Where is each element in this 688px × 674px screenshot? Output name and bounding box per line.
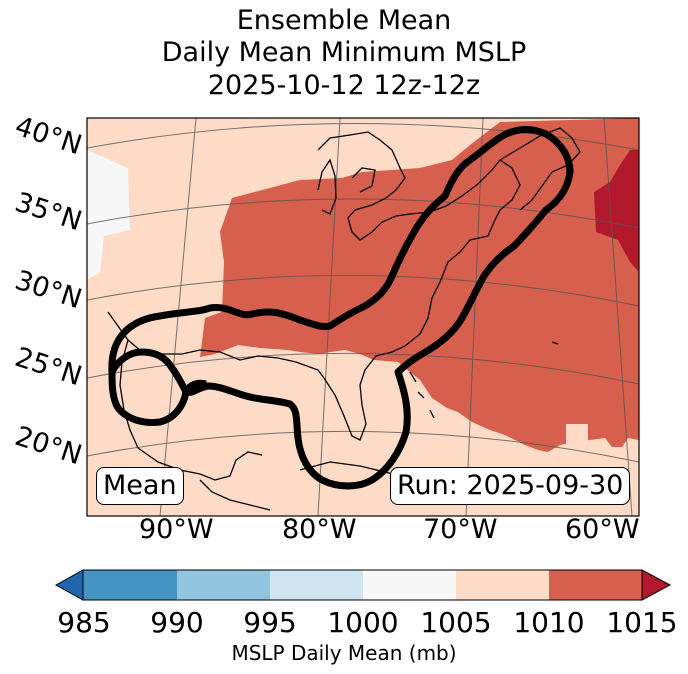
coastlines <box>107 127 581 511</box>
pressure-field-1000-1005 <box>87 150 130 280</box>
lon-label-70w: 70°W <box>423 514 498 545</box>
colorbar-tick-1000: 1000 <box>327 606 399 639</box>
colorbar-label: MSLP Daily Mean (mb) <box>231 641 457 665</box>
graticule <box>87 118 639 516</box>
lake-huron <box>351 167 376 193</box>
pressure-field-over-1015 <box>594 150 639 272</box>
colorbar-bin-990-995 <box>177 570 270 600</box>
probability-contour <box>108 126 574 490</box>
colorbar-tick-1015: 1015 <box>606 606 678 639</box>
parallel-35n <box>87 198 639 229</box>
lon-label-90w: 90°W <box>139 514 214 545</box>
colorbar-tick-1005: 1005 <box>420 606 492 639</box>
run-label-box: Run: 2025-09-30 <box>390 467 631 505</box>
colorbar-frame <box>82 569 643 601</box>
mexico-coast <box>119 339 263 481</box>
lon-label-80w: 80°W <box>282 514 357 545</box>
colorbar-bin-995-1000 <box>270 570 363 600</box>
bermuda <box>551 341 559 345</box>
map-panel <box>87 118 639 516</box>
colorbar-tick-990: 990 <box>150 606 204 639</box>
pressure-field-notch <box>566 424 588 444</box>
title-line-3: 2025-10-12 12z-12z <box>207 70 481 101</box>
great-lakes-coast <box>317 131 501 241</box>
meridian-80w <box>317 118 341 516</box>
maritime-coast <box>499 127 581 211</box>
colorbar-bin-1005-1010 <box>456 570 549 600</box>
colorbar-bin-985-990 <box>83 570 177 600</box>
meridian-90w <box>159 118 197 516</box>
parallel-40n <box>87 123 639 151</box>
us-east-gulf-coast <box>107 159 521 441</box>
colorbar-bin-1010-1015 <box>549 570 642 600</box>
colorbar-over-arrow <box>641 569 672 601</box>
bahamas <box>409 371 435 419</box>
lake-michigan <box>317 158 337 215</box>
mean-label-box: Mean <box>96 467 184 505</box>
central-america-coast <box>199 479 271 511</box>
colorbar-under-arrow <box>54 569 84 601</box>
colorbar-tick-985: 985 <box>57 606 111 639</box>
probability-contour-inner <box>108 348 190 394</box>
lon-label-60w: 60°W <box>565 514 640 545</box>
title-line-2: Daily Mean Minimum MSLP <box>161 37 527 68</box>
colorbar-bin-1000-1005 <box>363 570 456 600</box>
title-line-1: Ensemble Mean <box>236 5 452 36</box>
colorbar-tick-995: 995 <box>243 606 297 639</box>
map-frame <box>86 117 640 517</box>
parallel-25n <box>87 352 639 385</box>
parallel-30n <box>87 274 639 307</box>
colorbar-tick-1010: 1010 <box>513 606 585 639</box>
probability-contour-notch <box>182 379 207 394</box>
meridian-70w <box>465 118 484 516</box>
meridian-60w <box>603 118 633 516</box>
parallel-20n <box>87 430 639 463</box>
